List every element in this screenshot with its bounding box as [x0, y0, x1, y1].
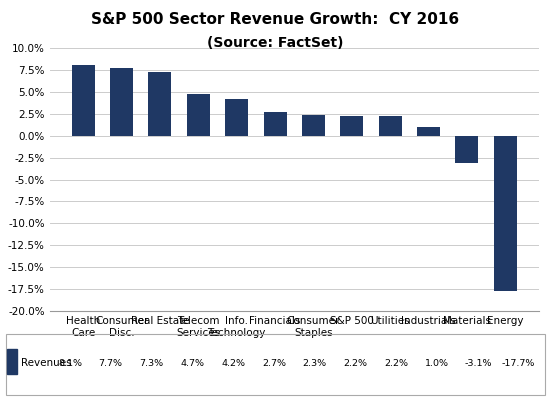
Text: 8.1%: 8.1% [58, 359, 82, 367]
Text: Revenues: Revenues [21, 358, 72, 368]
Text: 2.7%: 2.7% [262, 359, 286, 367]
Text: (Source: FactSet): (Source: FactSet) [207, 36, 343, 50]
Text: 2.2%: 2.2% [384, 359, 408, 367]
Bar [187, 95, 210, 136]
Text: 2.2%: 2.2% [343, 359, 367, 367]
Bar [110, 68, 133, 136]
Bar [225, 99, 248, 136]
Text: -17.7%: -17.7% [502, 359, 535, 367]
Text: 7.3%: 7.3% [139, 359, 163, 367]
Text: -3.1%: -3.1% [464, 359, 492, 367]
Bar [302, 115, 325, 136]
Text: 4.2%: 4.2% [221, 359, 245, 367]
Text: 1.0%: 1.0% [425, 359, 449, 367]
Bar [6, 334, 544, 395]
Text: 7.7%: 7.7% [98, 359, 123, 367]
Text: 2.3%: 2.3% [302, 359, 327, 367]
Bar [263, 112, 287, 136]
Bar [7, 349, 16, 374]
Text: 4.7%: 4.7% [180, 359, 204, 367]
Bar [340, 117, 364, 136]
Bar [494, 136, 517, 291]
Bar [148, 71, 172, 136]
Bar [378, 117, 402, 136]
Bar [455, 136, 478, 163]
Bar [72, 65, 95, 136]
Text: S&P 500 Sector Revenue Growth:  CY 2016: S&P 500 Sector Revenue Growth: CY 2016 [91, 12, 459, 27]
Bar [417, 127, 440, 136]
